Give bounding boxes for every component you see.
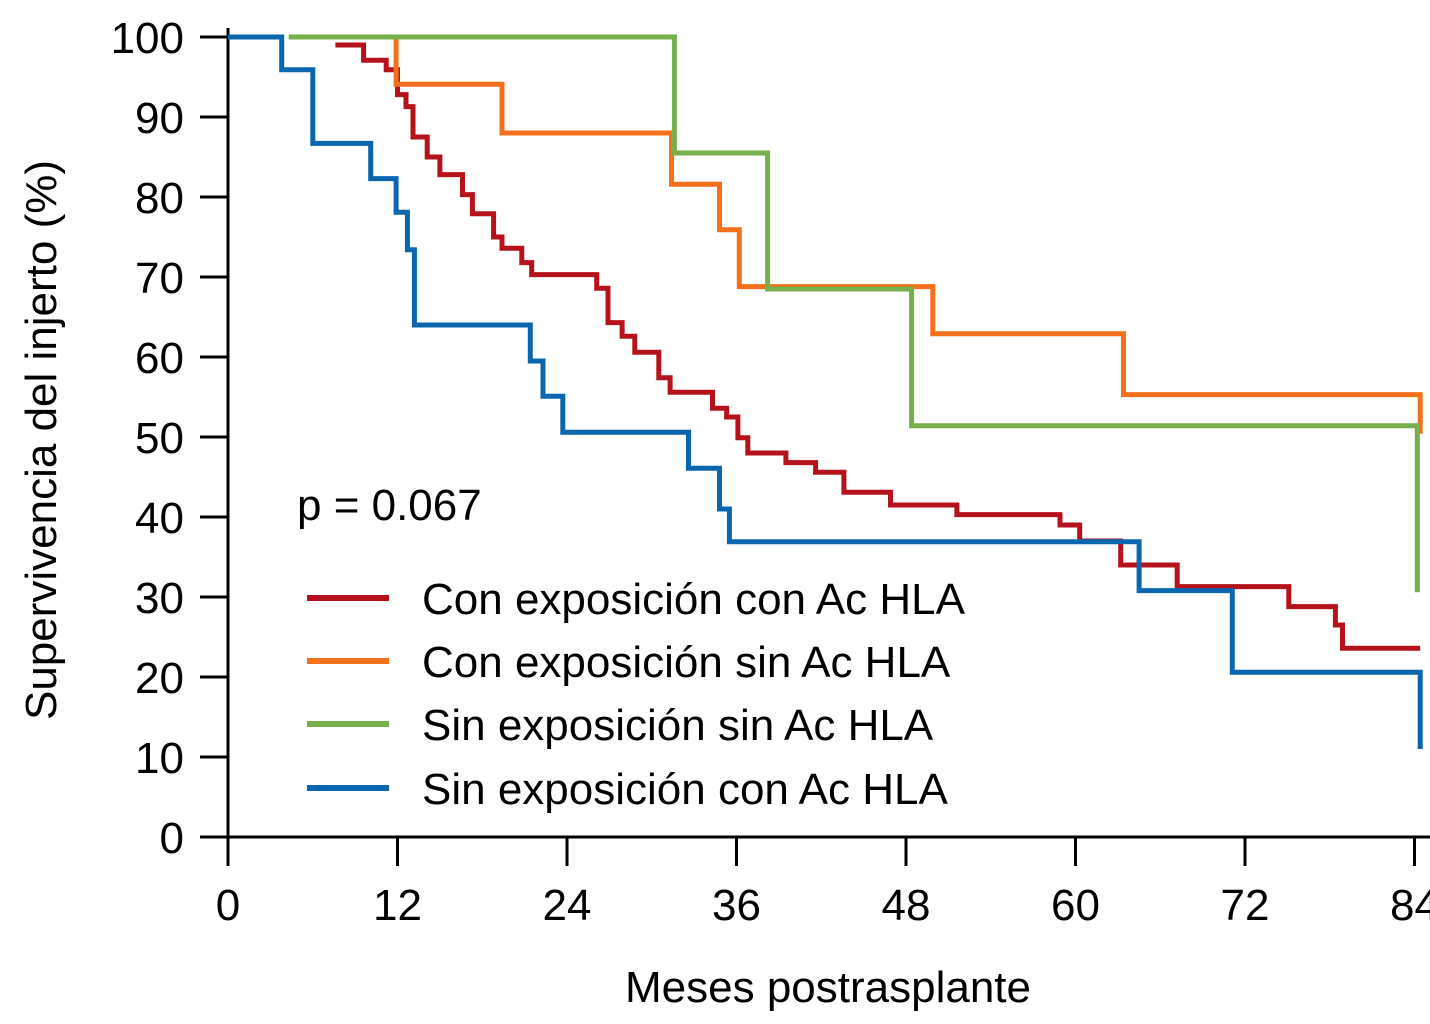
x-tick-label: 0 <box>216 881 240 930</box>
legend-label-0: Con exposición con Ac HLA <box>422 575 966 624</box>
legend-label-1: Con exposición sin Ac HLA <box>422 638 951 687</box>
y-tick-label: 20 <box>135 654 184 703</box>
series-line-1 <box>393 37 1423 434</box>
series-line-2 <box>288 34 1420 593</box>
y-ticks: 0 10 20 30 40 50 60 70 80 90 100 <box>111 14 228 863</box>
y-tick-label: 90 <box>135 94 184 143</box>
x-tick-label: 36 <box>712 881 761 930</box>
legend-label-2: Sin exposición sin Ac HLA <box>422 701 934 750</box>
series-line-3 <box>228 34 1423 749</box>
y-axis-title: Supervivencia del injerto (%) <box>17 160 66 720</box>
y-tick-label: 100 <box>111 14 184 63</box>
y-tick-label: 40 <box>135 494 184 543</box>
y-tick-label: 50 <box>135 414 184 463</box>
y-tick-label: 0 <box>160 814 184 863</box>
series-line-0 <box>335 42 1421 651</box>
y-tick-label: 80 <box>135 174 184 223</box>
x-axis-title: Meses postrasplante <box>625 963 1031 1012</box>
axes <box>200 28 1430 839</box>
legend: Con exposición con Ac HLA Con exposición… <box>307 575 966 814</box>
y-tick-label: 70 <box>135 254 184 303</box>
y-tick-label: 10 <box>135 734 184 783</box>
legend-item: Sin exposición con Ac HLA <box>307 765 949 814</box>
x-tick-label: 72 <box>1221 881 1270 930</box>
p-value-annotation: p = 0.067 <box>297 481 482 530</box>
legend-label-3: Sin exposición con Ac HLA <box>422 765 949 814</box>
x-tick-label: 60 <box>1051 881 1100 930</box>
x-tick-label: 84 <box>1390 881 1430 930</box>
y-tick-label: 60 <box>135 334 184 383</box>
series-group <box>228 34 1423 749</box>
legend-item: Con exposición sin Ac HLA <box>307 638 951 687</box>
y-tick-label: 30 <box>135 574 184 623</box>
x-tick-label: 12 <box>373 881 422 930</box>
x-tick-label: 48 <box>882 881 931 930</box>
legend-item: Sin exposición sin Ac HLA <box>307 701 934 750</box>
legend-item: Con exposición con Ac HLA <box>307 575 966 624</box>
x-ticks: 0 12 24 36 48 60 72 84 <box>216 837 1430 930</box>
x-tick-label: 24 <box>543 881 592 930</box>
